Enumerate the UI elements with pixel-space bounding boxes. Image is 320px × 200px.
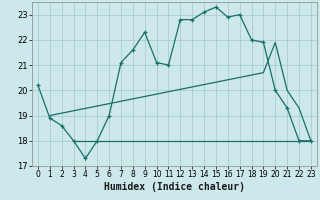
- X-axis label: Humidex (Indice chaleur): Humidex (Indice chaleur): [104, 182, 245, 192]
